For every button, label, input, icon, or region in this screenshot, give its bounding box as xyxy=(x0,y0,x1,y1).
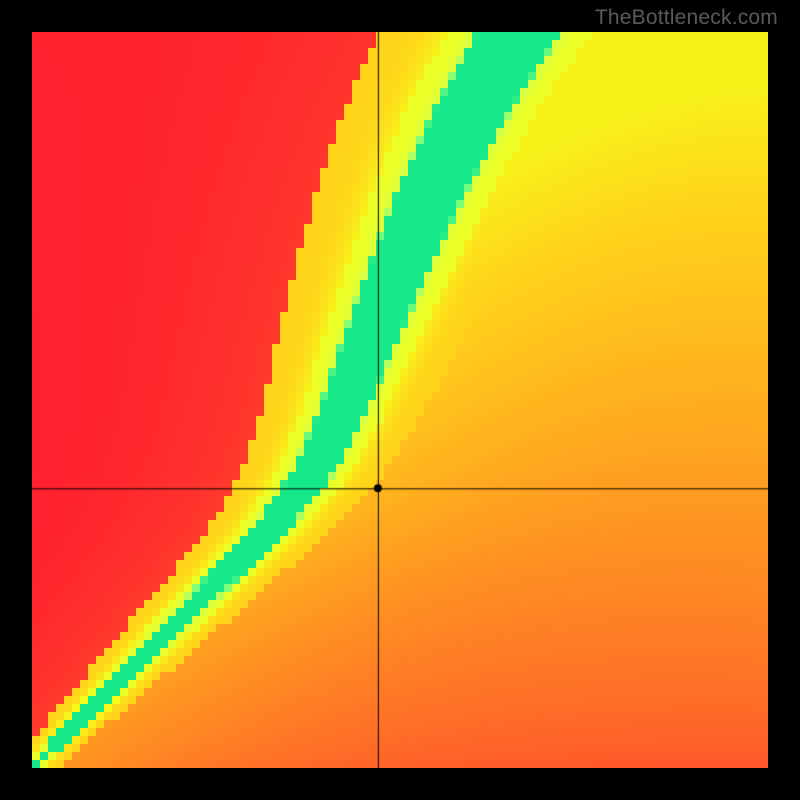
crosshair-overlay xyxy=(32,32,768,768)
watermark-text: TheBottleneck.com xyxy=(595,6,778,30)
